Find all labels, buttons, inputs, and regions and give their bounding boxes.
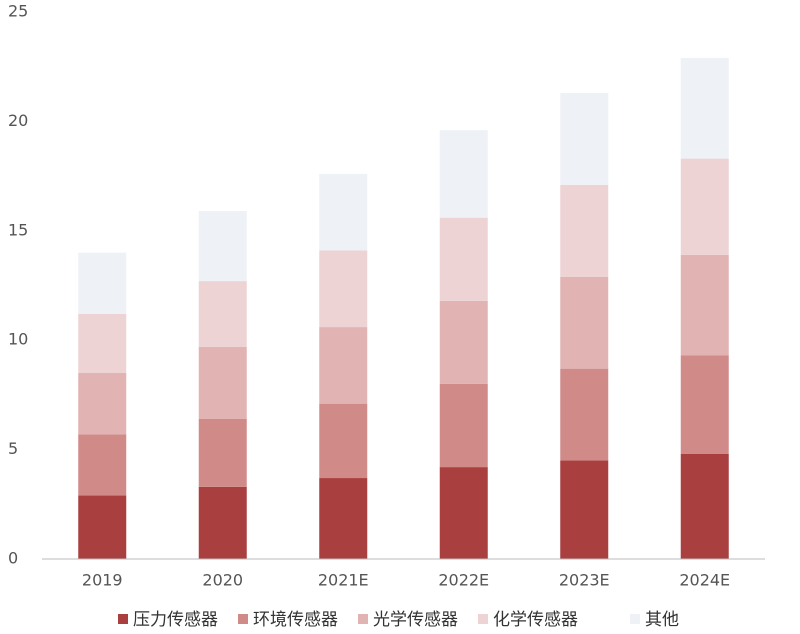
bar-segment bbox=[439, 467, 488, 559]
x-tick-label: 2021E bbox=[318, 571, 369, 590]
legend-swatch bbox=[478, 614, 488, 624]
x-tick-label: 2023E bbox=[559, 571, 610, 590]
bar-segment bbox=[680, 453, 729, 559]
bar-segment bbox=[78, 373, 127, 435]
legend-swatch bbox=[238, 614, 248, 624]
y-tick-label: 20 bbox=[8, 111, 28, 130]
bar-segment bbox=[198, 346, 247, 419]
bar-segment bbox=[319, 250, 368, 328]
legend-label: 其他 bbox=[645, 610, 679, 630]
bar-segment bbox=[439, 383, 488, 468]
legend-label: 压力传感器 bbox=[133, 610, 218, 630]
legend-label: 环境传感器 bbox=[253, 610, 338, 630]
legend-swatch bbox=[358, 614, 368, 624]
bar-segment bbox=[198, 486, 247, 559]
bar-segment bbox=[198, 211, 247, 282]
bar-segment bbox=[319, 478, 368, 559]
y-tick-label: 25 bbox=[8, 2, 28, 21]
bar-segment bbox=[680, 57, 729, 159]
bar-segment bbox=[560, 460, 609, 559]
bar-segment bbox=[560, 368, 609, 461]
bar-segment bbox=[680, 158, 729, 255]
bar-segment bbox=[439, 217, 488, 301]
bar-segment bbox=[78, 434, 127, 496]
x-tick-label: 2022E bbox=[438, 571, 489, 590]
bar-segment bbox=[78, 313, 127, 374]
bar-segment bbox=[439, 300, 488, 384]
bar-segment bbox=[560, 92, 609, 185]
legend-swatch bbox=[630, 614, 640, 624]
bar-segment bbox=[439, 130, 488, 218]
y-tick-label: 0 bbox=[8, 549, 18, 568]
x-tick-label: 2019 bbox=[82, 571, 123, 590]
y-tick-label: 10 bbox=[8, 330, 28, 349]
x-tick-label: 2024E bbox=[679, 571, 730, 590]
bar-segment bbox=[560, 184, 609, 277]
legend-label: 化学传感器 bbox=[493, 610, 578, 630]
bar-segment bbox=[198, 281, 247, 347]
bar-segment bbox=[319, 327, 368, 404]
bar-segment bbox=[319, 173, 368, 251]
bar-segment bbox=[78, 252, 127, 314]
bar-segment bbox=[198, 418, 247, 487]
bar-segment bbox=[319, 403, 368, 479]
bar-segment bbox=[78, 495, 127, 559]
bar-segment bbox=[560, 276, 609, 369]
legend-swatch bbox=[118, 614, 128, 624]
y-tick-label: 15 bbox=[8, 220, 28, 239]
x-tick-label: 2020 bbox=[202, 571, 243, 590]
bar-segment bbox=[680, 355, 729, 454]
y-tick-label: 5 bbox=[8, 439, 18, 458]
bar-segment bbox=[680, 254, 729, 356]
legend-label: 光学传感器 bbox=[373, 610, 458, 630]
